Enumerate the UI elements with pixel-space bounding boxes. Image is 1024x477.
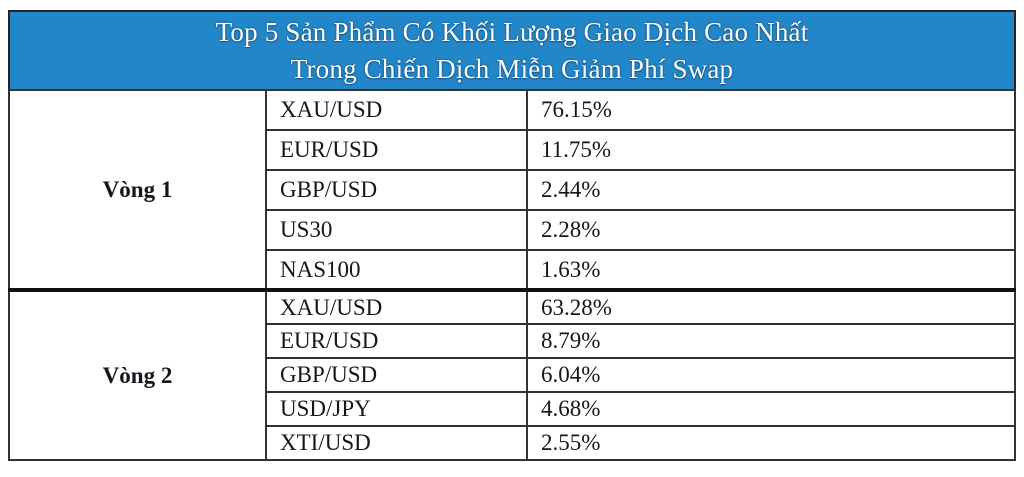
product-cell: USD/JPY [265,391,528,427]
product-cell: GBP/USD [265,357,528,393]
table-row: US30 2.28% [9,209,1016,251]
table-title-line-2: Trong Chiến Dịch Miễn Giảm Phí Swap [290,53,734,84]
share-cell: 2.28% [526,209,1016,251]
product-cell: EUR/USD [265,129,528,171]
table-title-line-1: Top 5 Sản Phẩm Có Khối Lượng Giao Dịch C… [215,16,809,47]
share-cell: 2.44% [526,169,1016,211]
round-2-cell: Vòng 2 [8,288,267,461]
table-row: EUR/USD 11.75% [9,129,1016,171]
product-cell: XTI/USD [265,425,528,461]
product-cell: NAS100 [265,249,528,291]
data-table: Vòng 1 XAU/USD 76.15% EUR/USD 11.75% GBP… [8,89,1016,461]
share-cell: 6.04% [526,357,1016,393]
table-title-band: Top 5 Sản Phẩm Có Khối Lượng Giao Dịch C… [8,10,1016,89]
share-cell: 2.55% [526,425,1016,461]
table-row: EUR/USD 8.79% [9,323,1016,359]
product-cell: EUR/USD [265,323,528,359]
share-cell: 1.63% [526,249,1016,291]
share-cell: 76.15% [526,89,1016,131]
share-cell: 11.75% [526,129,1016,171]
table-row: GBP/USD 6.04% [9,357,1016,393]
share-cell: 63.28% [526,288,1016,325]
table-row: Vòng 1 XAU/USD 76.15% [8,89,1016,291]
share-cell: 8.79% [526,323,1016,359]
table-row: Vòng 2 XAU/USD 63.28% [8,288,1016,461]
table-row: GBP/USD 2.44% [9,169,1016,211]
product-cell: GBP/USD [265,169,528,211]
table-row: USD/JPY 4.68% [9,391,1016,427]
table-row: XTI/USD 2.55% [9,425,1016,461]
product-cell: XAU/USD [265,288,528,325]
share-cell: 4.68% [526,391,1016,427]
swap-campaign-table: Top 5 Sản Phẩm Có Khối Lượng Giao Dịch C… [8,10,1016,461]
table-row: NAS100 1.63% [9,249,1016,291]
product-cell: XAU/USD [265,89,528,131]
product-cell: US30 [265,209,528,251]
round-1-cell: Vòng 1 [8,89,267,291]
